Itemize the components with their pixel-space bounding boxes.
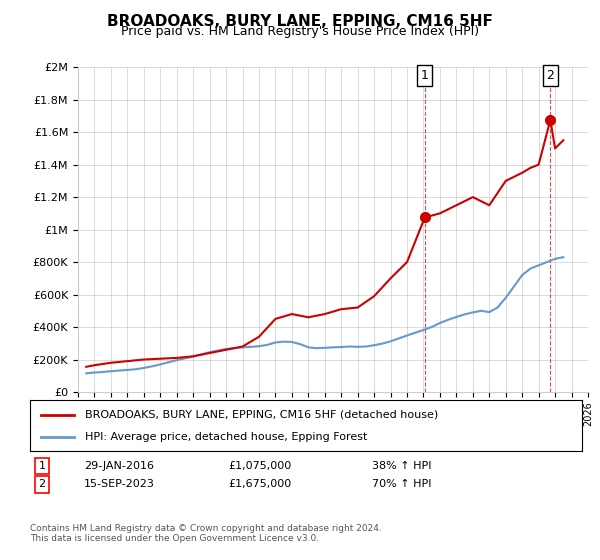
Text: 15-SEP-2023: 15-SEP-2023 [84,479,155,489]
Text: 1: 1 [38,461,46,471]
Text: £1,075,000: £1,075,000 [228,461,291,471]
Text: 2: 2 [547,69,554,82]
Text: 70% ↑ HPI: 70% ↑ HPI [372,479,431,489]
Text: 1: 1 [421,69,429,82]
Text: BROADOAKS, BURY LANE, EPPING, CM16 5HF: BROADOAKS, BURY LANE, EPPING, CM16 5HF [107,14,493,29]
Text: HPI: Average price, detached house, Epping Forest: HPI: Average price, detached house, Eppi… [85,432,368,442]
Text: 38% ↑ HPI: 38% ↑ HPI [372,461,431,471]
Text: £1,675,000: £1,675,000 [228,479,291,489]
Text: 29-JAN-2016: 29-JAN-2016 [84,461,154,471]
Text: Contains HM Land Registry data © Crown copyright and database right 2024.
This d: Contains HM Land Registry data © Crown c… [30,524,382,543]
Text: Price paid vs. HM Land Registry's House Price Index (HPI): Price paid vs. HM Land Registry's House … [121,25,479,38]
Text: BROADOAKS, BURY LANE, EPPING, CM16 5HF (detached house): BROADOAKS, BURY LANE, EPPING, CM16 5HF (… [85,409,439,419]
Text: 2: 2 [38,479,46,489]
